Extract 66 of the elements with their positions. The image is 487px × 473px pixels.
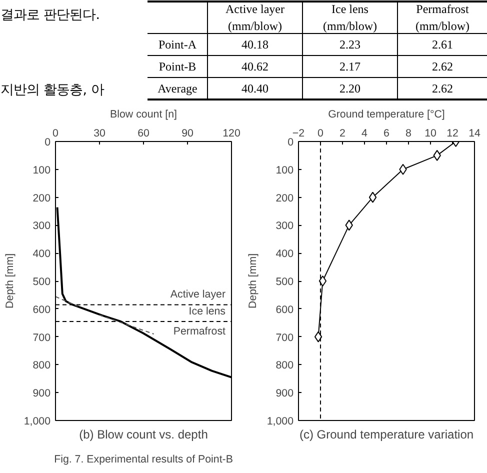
y-tick-label: 700 bbox=[276, 332, 294, 344]
x-tick-label: 8 bbox=[406, 128, 412, 140]
category-label: Active layer (mm/blow) bbox=[226, 2, 284, 33]
point bbox=[368, 192, 377, 203]
y-tick-label: 400 bbox=[32, 248, 51, 260]
x-tick-label: 60 bbox=[138, 128, 150, 140]
y-tick-label: 900 bbox=[32, 388, 51, 400]
y-tick-label: 200 bbox=[32, 192, 51, 204]
y-tick-label: 300 bbox=[32, 220, 51, 232]
x-tick-label: −2 bbox=[292, 128, 305, 140]
category-label: Average bbox=[158, 82, 198, 96]
y-tick-label: 0 bbox=[44, 136, 51, 148]
x-tick-label: 10 bbox=[424, 128, 436, 140]
point bbox=[314, 331, 322, 342]
y-tick-label: 500 bbox=[276, 276, 294, 288]
text: 2.62 bbox=[432, 82, 453, 96]
text: 2.62 bbox=[432, 60, 453, 74]
y-tick-label: 400 bbox=[276, 248, 294, 260]
annotation: Active layer bbox=[170, 288, 226, 301]
category-label: Ice lens (mm/blow) bbox=[323, 2, 378, 33]
x-tick-label: 4 bbox=[362, 128, 368, 140]
text: (b) Blow count vs. depth bbox=[79, 428, 208, 442]
text: (c) Ground temperature variation bbox=[299, 428, 474, 442]
y-tick-label: 600 bbox=[32, 304, 51, 316]
text: 40.62 bbox=[242, 60, 268, 74]
y-tick-label: 600 bbox=[276, 304, 294, 316]
x-axis-title: Ground temperature [°C] bbox=[328, 108, 445, 120]
x-axis-title: Blow count [n] bbox=[110, 108, 178, 120]
x-tick-label: 0 bbox=[318, 128, 324, 140]
y-axis-title: Depth [mm] bbox=[246, 253, 259, 309]
y-tick-label: 0 bbox=[288, 136, 294, 148]
text: 결과로 판단된다. bbox=[0, 8, 100, 23]
category-label: Point-B bbox=[158, 60, 196, 74]
x-tick-label: 6 bbox=[384, 128, 390, 140]
y-tick-label: 100 bbox=[32, 164, 51, 176]
x-tick-label: 12 bbox=[446, 128, 458, 140]
category-label: Permafrost (mm/blow) bbox=[416, 2, 470, 33]
y-tick-label: 800 bbox=[276, 360, 294, 372]
text: 40.18 bbox=[242, 38, 268, 52]
text: 2.20 bbox=[340, 82, 360, 96]
x-tick-label: 90 bbox=[182, 128, 194, 140]
y-tick-label: 700 bbox=[32, 332, 51, 344]
point bbox=[318, 276, 327, 286]
annotation: Ice lens bbox=[188, 305, 226, 318]
y-tick-label: 200 bbox=[276, 192, 294, 204]
y-tick-label: 1,000 bbox=[266, 416, 294, 428]
caption: Fig. 7. Experimental results of Point-B bbox=[54, 454, 233, 466]
category-label: Point-A bbox=[158, 38, 197, 52]
x-tick-label: 120 bbox=[222, 128, 240, 140]
x-tick-label: 0 bbox=[52, 128, 59, 140]
x-tick-label: 30 bbox=[94, 128, 106, 140]
y-tick-label: 1,000 bbox=[24, 416, 51, 428]
text: 지반의 활동층, 아 bbox=[0, 83, 104, 98]
text: 2.23 bbox=[340, 38, 360, 52]
x-tick-label: 2 bbox=[340, 128, 346, 140]
y-tick-label: 900 bbox=[276, 388, 294, 400]
text: 2.17 bbox=[340, 60, 360, 74]
y-tick-label: 100 bbox=[276, 164, 294, 176]
y-tick-label: 500 bbox=[32, 276, 51, 288]
y-tick-label: 300 bbox=[276, 220, 294, 232]
y-tick-label: 800 bbox=[32, 360, 51, 372]
annotation: Permafrost bbox=[173, 325, 226, 338]
x-tick-label: 14 bbox=[468, 128, 480, 140]
y-axis-title: Depth [mm] bbox=[4, 253, 16, 309]
text: 40.40 bbox=[242, 82, 268, 96]
text: 2.61 bbox=[432, 38, 453, 52]
